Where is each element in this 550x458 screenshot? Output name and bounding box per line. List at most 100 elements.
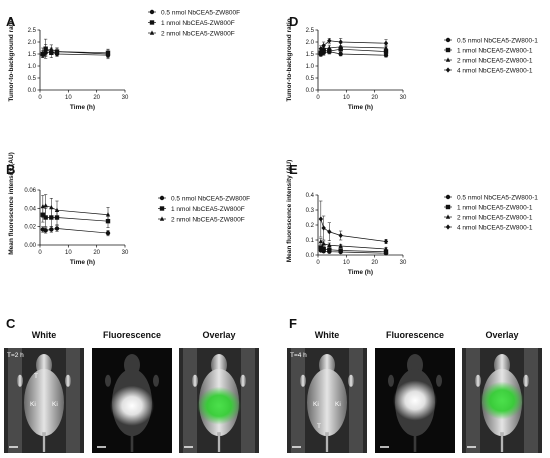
data-point: [338, 243, 343, 248]
x-tick-label: 0: [38, 250, 42, 256]
mouse-paw: [475, 374, 481, 387]
data-point: [54, 207, 60, 212]
photo-white: White T=4 h Ki Ki T: [287, 330, 367, 453]
legend-label: 1 nmol NbCEA5-ZW800F: [161, 20, 235, 27]
y-tick-label: 0.4: [306, 193, 315, 199]
data-point: [327, 229, 332, 235]
mouse-paw: [153, 374, 159, 387]
y-axis-label: Mean fluorescence intensity (AU): [8, 152, 15, 255]
x-tick-label: 30: [122, 95, 129, 101]
data-point: [49, 204, 54, 210]
photo-title: Fluorescence: [386, 330, 444, 340]
mouse-paw: [388, 374, 394, 387]
legend-marker: [445, 57, 451, 62]
photo-title: Overlay: [485, 330, 518, 340]
x-axis-label: Time (h): [348, 104, 373, 111]
photo-stripe: [241, 348, 255, 453]
chart-panel-b: B 0 10 20 30 0.00 0.02 0.04 0.06 Time (h) Mean flu…: [6, 152, 250, 266]
x-tick-label: 0: [316, 95, 320, 101]
legend-label: 4 nmol NbCEA5-ZW800-1: [457, 224, 533, 231]
data-point: [338, 51, 343, 57]
panel-letter: C: [6, 316, 16, 331]
data-point: [327, 247, 332, 252]
y-tick-label: 1.0: [306, 64, 315, 70]
data-point: [318, 238, 324, 244]
data-point: [383, 49, 389, 54]
y-tick-label: 0.06: [24, 188, 36, 194]
mouse-annotation: Ki: [30, 401, 36, 408]
legend: 0.5 nmol NbCEA5-ZW800-1 1 nmol NbCEA5-ZW8…: [444, 37, 538, 74]
data-point: [49, 227, 54, 232]
panel-letter: F: [289, 316, 297, 331]
x-tick-label: 10: [65, 250, 72, 256]
legend-label: 2 nmol NbCEA5-ZW800-1: [457, 214, 533, 221]
x-axis-label: Time (h): [348, 269, 373, 276]
panel-letter: D: [289, 14, 298, 29]
x-tick-label: 30: [400, 260, 407, 266]
panel-letter: B: [6, 162, 15, 177]
series-0: [40, 225, 111, 237]
x-tick-label: 20: [93, 95, 100, 101]
data-point: [105, 51, 111, 56]
photo-white: White T=2 h T Ki Ki: [4, 330, 84, 453]
photo-stripe: [524, 348, 538, 453]
panel-letter: E: [289, 162, 298, 177]
data-point: [383, 238, 389, 245]
photo-stripe: [349, 348, 363, 453]
mouse-paw: [105, 374, 111, 387]
photo-stripe: [183, 348, 197, 453]
mouse-body: [307, 368, 347, 437]
legend-marker: [159, 216, 165, 221]
series-3: [318, 38, 389, 52]
y-tick-label: 0.04: [24, 206, 36, 212]
data-point: [105, 230, 111, 236]
legend-marker: [159, 195, 165, 201]
legend-marker: [159, 206, 165, 211]
y-tick-label: 0.00: [24, 243, 36, 249]
legend-marker: [149, 30, 155, 35]
legend-label: 0.5 nmol NbCEA5-ZW800F: [171, 195, 250, 202]
legend-marker: [445, 47, 451, 53]
legend-label: 2 nmol NbCEA5-ZW800F: [161, 30, 235, 37]
data-point: [318, 46, 324, 52]
data-point: [40, 50, 46, 55]
x-tick-label: 10: [65, 95, 72, 101]
legend-marker: [445, 67, 451, 73]
mouse-tail: [325, 432, 329, 452]
y-axis-label: Tumor-to-background ratio: [286, 18, 293, 101]
data-point: [327, 242, 332, 248]
photo-stripe: [466, 348, 480, 453]
data-point: [43, 47, 48, 53]
mouse-annotation: T: [34, 373, 38, 380]
series-3: [318, 200, 389, 245]
mouse-paw: [240, 374, 246, 387]
time-label: T=2 h: [7, 352, 24, 359]
y-tick-label: 1.5: [28, 52, 37, 58]
y-axis-label: Tumor-to-background ratio: [8, 18, 15, 101]
y-tick-label: 0.3: [306, 208, 315, 214]
legend-marker: [149, 9, 155, 15]
photo-title: White: [315, 330, 340, 340]
y-tick-label: 1.5: [306, 52, 315, 58]
mouse-annotation: T: [317, 423, 321, 430]
x-tick-label: 30: [400, 95, 407, 101]
mouse-paw: [300, 374, 306, 387]
x-tick-label: 10: [343, 260, 350, 266]
mouse-annotation: Ki: [313, 401, 319, 408]
series-2: [318, 238, 389, 251]
y-tick-label: 2.0: [28, 40, 37, 46]
time-label: T=4 h: [290, 352, 307, 359]
series-2: [40, 194, 111, 223]
data-point: [43, 202, 48, 208]
mouse-paw: [192, 374, 198, 387]
photo-stripe: [8, 348, 22, 453]
mouse-paw: [523, 374, 529, 387]
legend-marker: [445, 37, 451, 43]
y-tick-label: 0.0: [28, 88, 37, 94]
panel-letter: A: [6, 14, 16, 29]
legend-marker: [445, 194, 451, 200]
imaging-panel-f: F White T=4 h Ki Ki T Fluorescence Overlay: [287, 316, 542, 453]
x-tick-label: 10: [343, 95, 350, 101]
y-tick-label: 2.5: [28, 28, 37, 34]
y-tick-label: 0.0: [306, 88, 315, 94]
